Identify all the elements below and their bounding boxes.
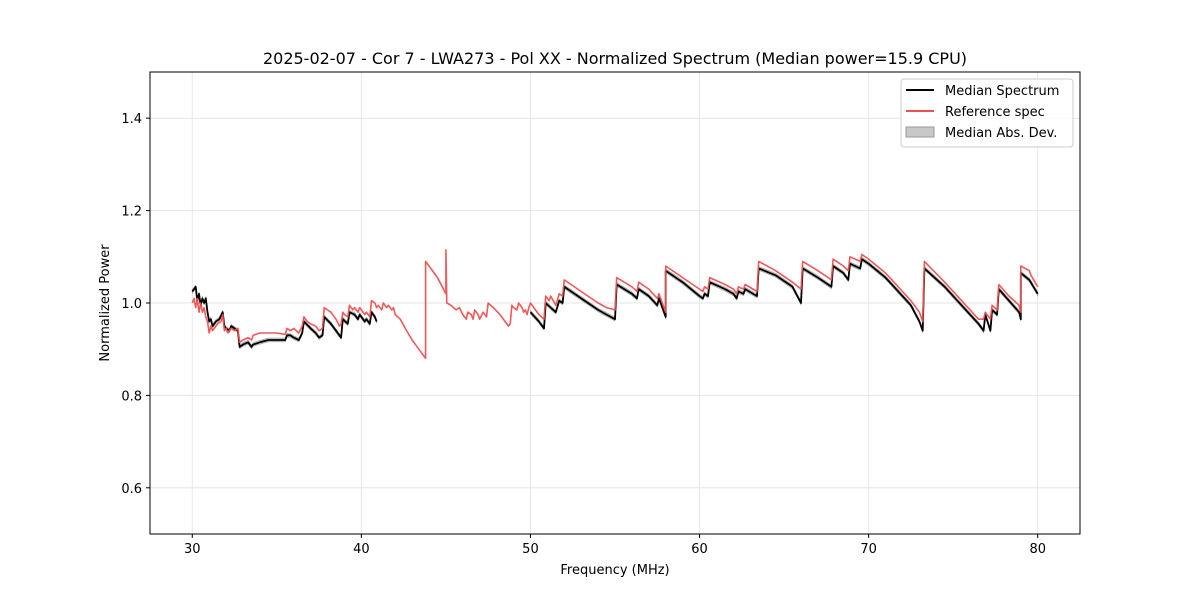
legend-box: [900, 78, 1074, 148]
chart-title: 2025-02-07 - Cor 7 - LWA273 - Pol XX - N…: [263, 49, 967, 68]
series-line-median-spectrum: [529, 258, 1039, 332]
y-tick-label: 1.0: [121, 297, 142, 312]
x-tick-label: 70: [860, 542, 877, 557]
y-tick-label: 1.4: [121, 112, 142, 127]
x-tick-label: 50: [522, 542, 539, 557]
y-tick-label: 0.6: [121, 482, 142, 497]
legend: Median Spectrum Reference spec Median Ab…: [900, 78, 1074, 148]
x-axis-label: Frequency (MHz): [560, 563, 669, 578]
y-axis-label: Normalized Power: [98, 244, 113, 362]
x-tick-label: 80: [1029, 542, 1046, 557]
plot-series: [191, 249, 1039, 360]
axes-ticks: 30 40 50 60 70 80 0.6 0.8 1.0 1.2 1.4: [121, 112, 1046, 557]
y-tick-label: 1.2: [121, 205, 142, 220]
x-tick-label: 60: [691, 542, 708, 557]
x-tick-label: 30: [184, 542, 201, 557]
y-tick-label: 0.8: [121, 389, 142, 404]
legend-label-median-spectrum: Median Spectrum: [945, 84, 1059, 99]
legend-swatch-median-abs-dev: [905, 126, 935, 138]
x-tick-label: 40: [353, 542, 370, 557]
legend-label-median-abs-dev: Median Abs. Dev.: [945, 126, 1057, 141]
series-line-reference-spec: [191, 249, 1039, 360]
legend-label-reference-spec: Reference spec: [945, 105, 1045, 120]
series-line-median-spectrum: [191, 285, 378, 348]
